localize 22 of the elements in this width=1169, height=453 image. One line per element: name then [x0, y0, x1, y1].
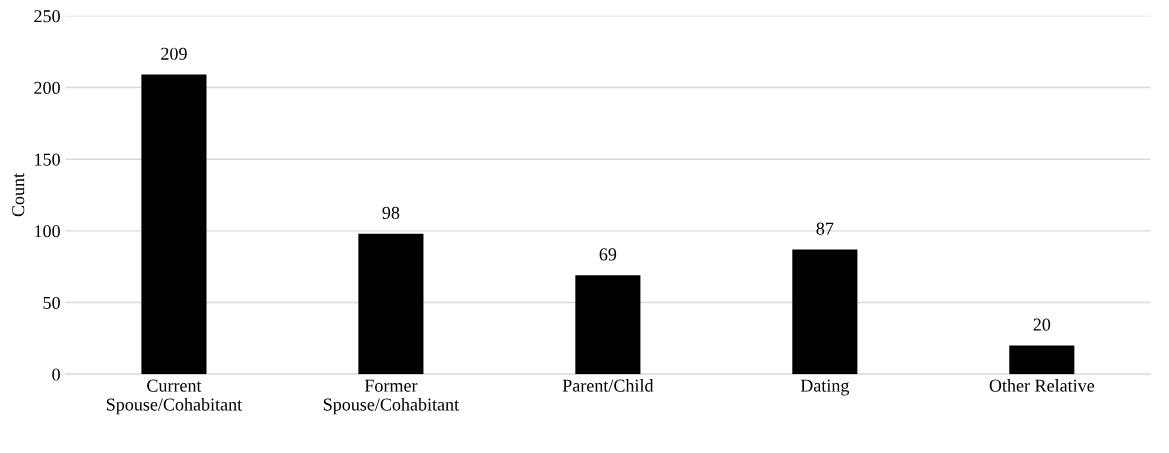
- bar: [1009, 345, 1075, 375]
- data-label: 209: [161, 47, 187, 60]
- x-tick-label: Former Spouse/Cohabitant: [323, 379, 460, 415]
- data-label: 87: [816, 222, 834, 235]
- y-tick-label: 150: [35, 153, 60, 166]
- x-tick-label: Current Spouse/Cohabitant: [106, 379, 243, 415]
- bar: [792, 249, 858, 375]
- data-label: 69: [599, 248, 617, 261]
- y-tick-label: 100: [35, 225, 60, 238]
- x-tick-label: Other Relative: [989, 379, 1095, 392]
- bar: [141, 74, 207, 375]
- data-label: 20: [1033, 318, 1051, 331]
- y-tick-label: 200: [34, 81, 60, 94]
- data-label: 98: [382, 206, 400, 219]
- x-tick-label: Parent/Child: [562, 379, 654, 392]
- bar: [358, 233, 424, 375]
- y-tick-label: 0: [52, 368, 60, 381]
- y-axis-title: Count: [12, 173, 25, 217]
- y-tick-label: 250: [34, 10, 60, 23]
- y-tick-label: 50: [43, 296, 60, 309]
- x-tick-label: Dating: [800, 379, 850, 396]
- bar: [575, 275, 641, 375]
